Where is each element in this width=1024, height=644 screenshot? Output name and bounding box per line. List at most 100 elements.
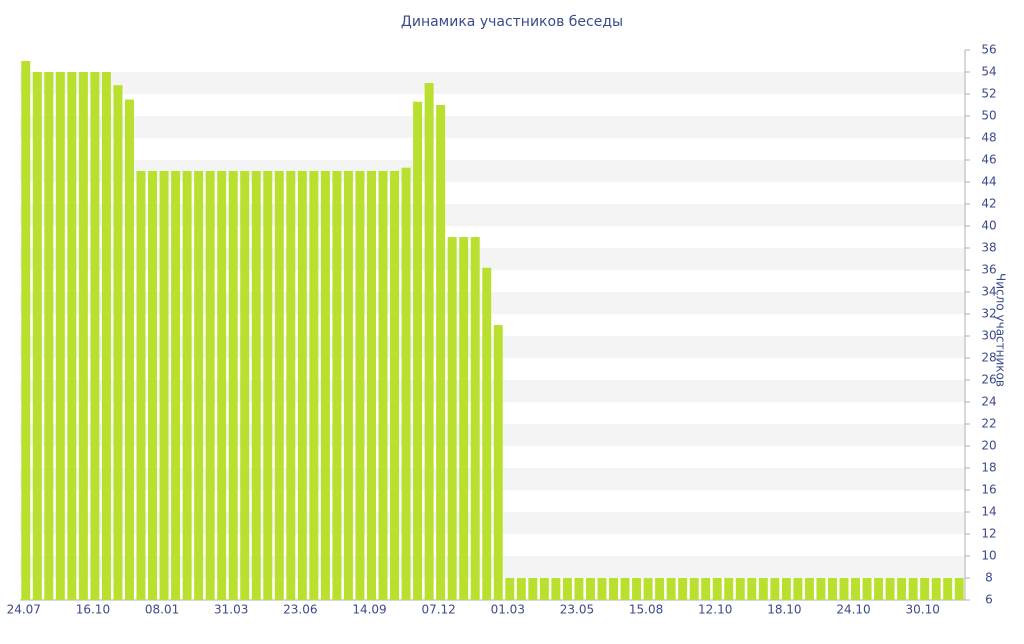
bar [781,578,791,600]
x-tick-label: 24.07 [7,603,41,617]
y-tick-label: 22 [981,417,996,431]
y-tick-label: 44 [981,175,996,189]
bar [55,72,65,600]
y-tick-label: 8 [985,571,993,585]
bar [78,72,88,600]
bar [643,578,653,600]
bar [21,61,31,600]
bar [689,578,699,600]
bar [539,578,549,600]
bar [228,171,238,600]
grid-stripe [20,116,965,138]
y-tick-label: 24 [981,395,996,409]
bar [954,578,964,600]
y-tick-label: 42 [981,197,996,211]
bar [735,578,745,600]
bar [263,171,273,600]
bar [274,171,284,600]
bar [528,578,538,600]
y-tick-label: 36 [981,263,996,277]
x-tick-label: 08.01 [145,603,179,617]
bar [827,578,837,600]
y-tick-label: 40 [981,219,996,233]
y-tick-label: 26 [981,373,996,387]
bar [378,171,388,600]
bar [482,267,492,600]
bar [217,171,227,600]
bar [240,171,250,600]
bar [804,578,814,600]
y-tick-label: 12 [981,527,996,541]
bar [931,578,941,600]
bar [90,72,100,600]
y-tick-label: 54 [981,65,996,79]
chart-title: Динамика участников беседы [401,14,623,30]
y-tick-label: 20 [981,439,996,453]
x-tick-label: 07.12 [421,603,455,617]
bar [851,578,861,600]
bar [632,578,642,600]
bar [148,171,158,600]
y-tick-label: 32 [981,307,996,321]
bar [297,171,307,600]
bar [920,578,930,600]
bar [897,578,907,600]
bar [793,578,803,600]
bar [113,85,123,600]
y-tick-label: 6 [985,593,993,607]
bar [413,101,423,600]
y-tick-label: 10 [981,549,996,563]
x-tick-label: 23.06 [283,603,317,617]
bars [21,61,964,600]
bar [436,105,446,600]
y-tick-label: 30 [981,329,996,343]
bar [551,578,561,600]
bar [171,171,181,600]
bar [655,578,665,600]
bar [182,171,192,600]
bar [159,171,169,600]
bar [355,171,365,600]
bar [574,578,584,600]
y-tick-label: 46 [981,153,996,167]
x-tick-label: 30.10 [905,603,939,617]
bar [943,578,953,600]
x-tick-label: 18.10 [767,603,801,617]
bar [609,578,619,600]
bar [309,171,319,600]
bar [585,578,595,600]
bar [67,72,77,600]
y-tick-label: 38 [981,241,996,255]
bar [286,171,296,600]
bar [32,72,42,600]
bar [101,72,111,600]
y-tick-label: 50 [981,109,996,123]
y-tick-label: 14 [981,505,996,519]
bar [758,578,768,600]
bar [493,325,503,600]
bar [770,578,780,600]
y-tick-label: 48 [981,131,996,145]
y-tick-label: 34 [981,285,996,299]
x-tick-label: 24.10 [836,603,870,617]
bar [678,578,688,600]
y-tick-label: 28 [981,351,996,365]
bar [136,171,146,600]
bar [44,72,54,600]
bar [862,578,872,600]
bar [724,578,734,600]
x-tick-label: 12.10 [698,603,732,617]
bar [666,578,676,600]
bar [516,578,526,600]
y-tick-label: 56 [981,43,996,57]
bar [124,99,134,600]
x-tick-label: 16.10 [76,603,110,617]
bar [816,578,826,600]
bar [505,578,515,600]
bar [401,167,411,600]
bar [390,171,400,600]
y-tick-label: 16 [981,483,996,497]
bar [320,171,330,600]
y-tick-label: 18 [981,461,996,475]
